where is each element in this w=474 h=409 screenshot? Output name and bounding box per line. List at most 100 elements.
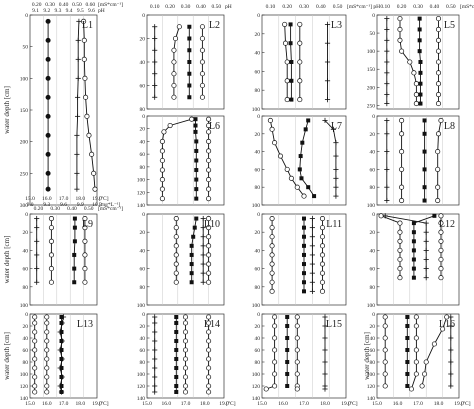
- bottom-tick-label: 19.0: [92, 401, 102, 407]
- marker-open-circle: [182, 389, 189, 395]
- marker-filled-square: [174, 339, 179, 343]
- marker-open-circle: [206, 196, 212, 202]
- marker-open-circle: [294, 371, 300, 377]
- panel-l5: 0 50 100 150 200 250 L5: [367, 13, 460, 109]
- panel-l6: 0 20 40 60 80 100 120 140 L6: [137, 114, 225, 209]
- marker-open-circle: [82, 75, 88, 81]
- marker-open-circle: [206, 314, 212, 320]
- bottom-tick-label: 16.0: [161, 401, 171, 407]
- panel-label: L3: [331, 20, 342, 31]
- marker-open-circle: [382, 314, 388, 320]
- marker-filled-square: [405, 348, 410, 352]
- marker-open-circle: [397, 229, 403, 235]
- panel-l7: 0 20 40 60 80 100 L7: [252, 114, 347, 209]
- y-tick-label: 0: [25, 13, 28, 19]
- marker-filled-circle: [45, 170, 51, 176]
- y-tick-label: 40: [255, 336, 261, 342]
- top-tick-label: 0.50: [446, 4, 456, 10]
- marker-open-circle: [413, 323, 419, 329]
- top-tick-label: 0.40: [59, 2, 69, 8]
- marker-filled-square: [302, 271, 306, 276]
- marker-filled-square: [405, 336, 410, 340]
- marker-open-circle: [171, 47, 177, 53]
- marker-open-circle: [319, 225, 326, 231]
- plot-frame: [376, 115, 460, 206]
- marker-open-circle: [206, 138, 212, 144]
- marker-open-circle: [182, 356, 189, 362]
- marker-open-circle: [206, 320, 212, 326]
- top-tick-label: 0.30: [50, 206, 60, 212]
- marker-filled-circle: [45, 75, 51, 81]
- y-tick-label: 120: [367, 384, 376, 390]
- panel-label: L7: [331, 121, 342, 132]
- marker-open-circle: [172, 35, 179, 42]
- marker-open-circle: [206, 225, 212, 231]
- marker-filled-square: [174, 375, 179, 379]
- marker-open-circle: [269, 216, 275, 222]
- bottom-tick-label: 16.0: [42, 401, 52, 407]
- marker-open-circle: [84, 113, 90, 119]
- top-tick-label: 0.30: [181, 4, 191, 10]
- marker-open-circle: [294, 335, 300, 341]
- marker-open-circle: [399, 131, 405, 137]
- marker-open-circle: [297, 97, 303, 103]
- bottom-tick-label: 16.0: [42, 196, 52, 202]
- marker-open-circle: [44, 329, 50, 335]
- marker-open-circle: [413, 347, 419, 353]
- marker-filled-square: [72, 216, 77, 221]
- marker-filled-square: [285, 315, 290, 319]
- panel-label: L8: [444, 121, 455, 132]
- bottom-tick-label: 17.0: [181, 401, 191, 407]
- marker-open-circle: [413, 335, 419, 341]
- marker-filled-square: [59, 366, 64, 370]
- marker-open-circle: [159, 177, 165, 183]
- panel-l2: 0 20 40 60 80 L2: [140, 13, 225, 113]
- marker-open-circle: [32, 314, 38, 320]
- marker-open-circle: [397, 275, 403, 281]
- panel-l1: 0 50 100 150 200 250 300 L1: [20, 13, 98, 209]
- marker-open-circle: [319, 270, 326, 276]
- marker-open-circle: [413, 101, 419, 107]
- marker-open-circle: [319, 261, 326, 267]
- unit-label-cond: [mS*cm⁻¹]: [460, 4, 474, 10]
- y-tick-label: 20: [140, 127, 146, 133]
- marker-open-circle: [294, 184, 300, 190]
- marker-filled-square: [194, 139, 199, 144]
- marker-open-circle: [413, 314, 419, 320]
- marker-filled-square: [72, 252, 77, 257]
- marker-filled-square: [59, 357, 64, 361]
- marker-filled-square: [411, 248, 416, 253]
- marker-filled-square: [306, 118, 311, 123]
- y-tick-label: 140: [137, 203, 146, 209]
- marker-open-circle: [173, 216, 179, 222]
- y-tick-label: 80: [23, 285, 29, 291]
- marker-filled-square: [187, 95, 192, 100]
- bottom-tick-label: 15.0: [25, 196, 35, 202]
- marker-open-circle: [272, 383, 278, 389]
- marker-open-circle: [159, 186, 165, 192]
- top-tick-label: 0.30: [299, 4, 309, 10]
- marker-filled-square: [187, 36, 192, 41]
- y-tick-label: 40: [255, 248, 261, 254]
- y-tick-label: 20: [370, 230, 376, 236]
- marker-open-circle: [413, 371, 419, 377]
- marker-filled-square: [187, 48, 192, 53]
- plot-frame: [376, 213, 460, 306]
- marker-open-circle: [294, 347, 300, 353]
- marker-open-circle: [206, 216, 212, 222]
- bottom-tick-label: 19.0: [219, 401, 229, 407]
- unit-label-temp: [°C]: [99, 400, 109, 407]
- marker-filled-square: [418, 101, 423, 106]
- y-tick-label: 60: [23, 348, 29, 354]
- marker-open-circle: [382, 323, 388, 329]
- y-tick-label: 300: [20, 203, 29, 209]
- plot-frame: [146, 115, 225, 206]
- plot-frame: [376, 313, 460, 399]
- marker-open-circle: [438, 229, 444, 235]
- marker-filled-square: [189, 252, 194, 257]
- marker-filled-square: [302, 216, 306, 221]
- y-tick-label: 100: [252, 372, 261, 378]
- marker-open-circle: [284, 97, 290, 103]
- y-tick-label: 40: [23, 336, 29, 342]
- marker-filled-square: [193, 129, 198, 134]
